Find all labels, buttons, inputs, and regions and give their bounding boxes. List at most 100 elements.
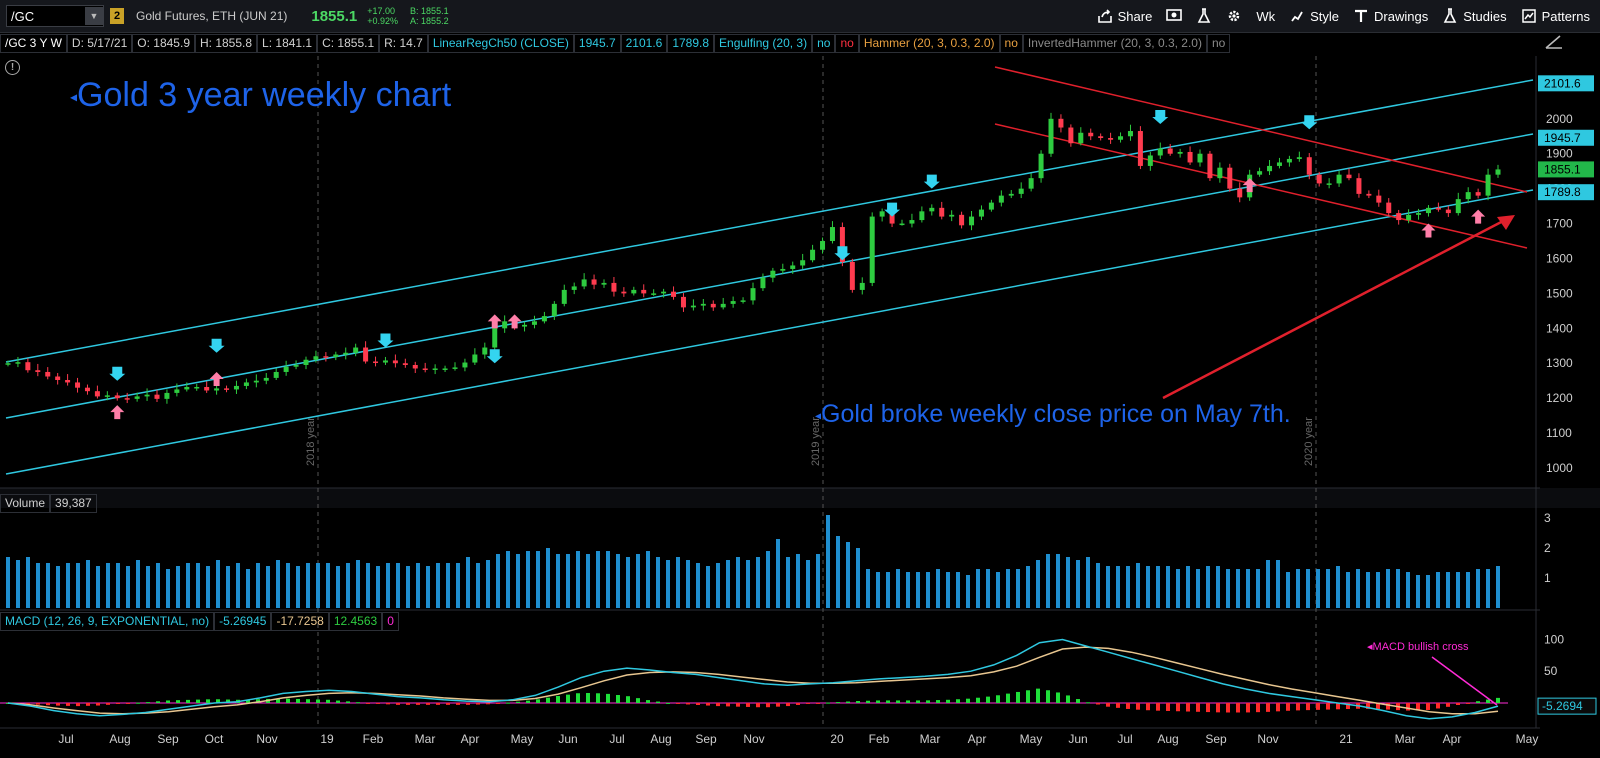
chart-annotation-title[interactable]: ◂Gold 3 year weekly chart	[70, 76, 452, 114]
draw-tool-icon	[1545, 35, 1562, 49]
macd-histogram-bar	[1376, 702, 1380, 710]
candle-body	[1197, 153, 1203, 163]
regression-channel-line	[5, 79, 1534, 363]
candle-body	[293, 364, 299, 367]
macd-histogram-bar	[66, 702, 70, 706]
settings-button[interactable]	[1226, 8, 1242, 24]
macd-histogram-bar	[256, 699, 260, 703]
volume-bar	[956, 572, 960, 608]
macd-histogram-bar	[546, 697, 550, 703]
candle-body	[1366, 193, 1372, 196]
volume-bar	[606, 551, 610, 608]
candle-body	[581, 279, 587, 287]
macd-tick-label: 50	[1544, 664, 1558, 678]
downtrend-line	[994, 123, 1528, 249]
candle-body	[184, 386, 190, 390]
volume-bar	[1426, 575, 1430, 608]
volume-bar	[896, 569, 900, 608]
macd-histogram-bar	[1346, 702, 1350, 710]
volume-bar	[1006, 569, 1010, 608]
volume-bar	[306, 563, 310, 608]
studies-label: Studies	[1463, 8, 1507, 24]
volume-bar	[1446, 572, 1450, 608]
candle-body	[531, 321, 537, 325]
candle-body	[263, 377, 269, 381]
study-engulfing[interactable]: Engulfing (20, 3)	[714, 33, 813, 53]
macd-histogram-bar	[846, 701, 850, 703]
price-tag	[1538, 129, 1594, 146]
link-badge[interactable]: 2	[110, 8, 124, 24]
volume-bar	[216, 560, 220, 608]
volume-panel-band	[0, 488, 1600, 508]
volume-bar	[926, 572, 930, 608]
macd-histogram-bar	[936, 700, 940, 703]
x-axis-tick-label: Sep	[695, 732, 717, 746]
price-tag	[1538, 75, 1594, 92]
macd-histogram-bar	[1286, 702, 1290, 711]
flask-button[interactable]	[1196, 8, 1212, 24]
macd-histogram-bar	[426, 702, 430, 705]
candle-body	[1267, 165, 1273, 172]
volume-bar	[776, 539, 780, 608]
macd-histogram-bar	[126, 702, 130, 704]
year-label: 2019 year	[810, 417, 822, 466]
pattern-up-arrow	[209, 371, 224, 386]
candle-body	[750, 288, 756, 301]
macd-histogram-bar	[456, 702, 460, 705]
macd-label[interactable]: MACD (12, 26, 9, EXPONENTIAL, no)	[0, 612, 215, 631]
chevron-down-icon[interactable]: ▼	[85, 7, 103, 25]
macd-histogram-bar	[1446, 702, 1450, 707]
study-linreg[interactable]: LinearRegCh50 (CLOSE)	[427, 33, 574, 53]
candle-body	[621, 291, 627, 294]
volume-tick-label: 3	[1544, 511, 1551, 525]
patterns-button[interactable]: Patterns	[1521, 8, 1590, 24]
macd-histogram-bar	[1046, 690, 1050, 703]
pattern-down-arrow	[834, 246, 851, 261]
volume-bar	[1306, 569, 1310, 608]
candle-body	[601, 282, 607, 285]
macd-histogram-bar	[786, 702, 790, 707]
candle-body	[422, 368, 428, 370]
study-inverted-hammer[interactable]: InvertedHammer (20, 3, 0.3, 2.0)	[1022, 33, 1207, 53]
macd-histogram-bar	[816, 702, 820, 704]
macd-histogram-bar	[896, 700, 900, 703]
macd-histogram-bar	[876, 700, 880, 703]
pattern-up-arrow	[110, 405, 125, 420]
info-icon[interactable]: !	[5, 60, 20, 75]
toolbar-tools: Share Wk Style Drawings Studies Patterns	[1097, 0, 1590, 32]
studies-button[interactable]: Studies	[1442, 8, 1507, 24]
style-button[interactable]: Style	[1289, 8, 1339, 24]
study-hammer[interactable]: Hammer (20, 3, 0.3, 2.0)	[858, 33, 1000, 53]
change-percent: +0.92%	[367, 16, 399, 26]
macd-histogram-bar	[806, 702, 810, 704]
macd-histogram-bar	[1006, 693, 1010, 703]
macd-histogram-bar	[246, 699, 250, 703]
volume-bar	[816, 554, 820, 608]
volume-bar	[86, 560, 90, 608]
macd-histogram-bar	[376, 702, 380, 704]
candle-body	[1286, 158, 1292, 163]
volume-bar	[386, 563, 390, 608]
macd-histogram-bar	[516, 701, 520, 703]
macd-histogram-bar	[386, 702, 390, 705]
chart-annotation-note[interactable]: ◂Gold broke weekly close price on May 7t…	[815, 400, 1291, 428]
volume-bar	[1456, 572, 1460, 608]
volume-bar	[496, 554, 500, 608]
volume-bar	[846, 542, 850, 608]
aggregation-button[interactable]: Wk	[1256, 9, 1275, 24]
macd-annotation[interactable]: ◂MACD bullish cross	[1367, 641, 1469, 653]
candle-body	[869, 216, 875, 283]
symbol-selector[interactable]: /GC ▼	[6, 5, 104, 27]
volume-bar	[336, 566, 340, 608]
screenshot-button[interactable]	[1166, 8, 1183, 24]
drawings-button[interactable]: Drawings	[1353, 8, 1428, 24]
candle-body	[522, 324, 528, 327]
macd-histogram-bar	[336, 700, 340, 703]
x-axis-tick-label: Aug	[109, 732, 130, 746]
macd-histogram-bar	[1186, 702, 1190, 712]
engulf-bear: no	[835, 33, 859, 53]
share-button[interactable]: Share	[1097, 8, 1152, 24]
volume-bar	[1096, 563, 1100, 608]
candle-body	[1167, 148, 1173, 154]
